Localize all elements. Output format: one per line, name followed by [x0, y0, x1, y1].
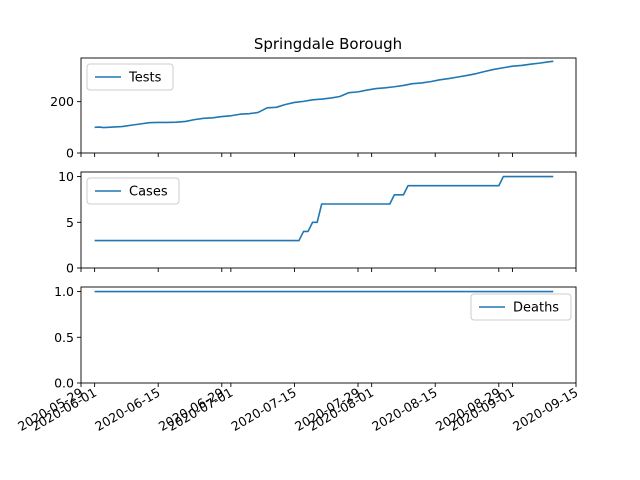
y-tick-label-deaths-2: 1.0: [54, 284, 74, 299]
legend-box-deaths: [470, 293, 572, 321]
y-tick-label-deaths-0: 0.0: [54, 376, 74, 391]
panels: 0 200 Tests 0 5 10 Cases 0.0 0.5 1.0 Deaths: [50, 57, 577, 391]
legend-cases: Cases: [86, 177, 180, 205]
panel-tests: 0 200 Tests: [50, 57, 577, 161]
y-tick-label-tests-0: 0: [66, 146, 74, 161]
legend-box-tests: [86, 63, 174, 91]
axes-frame-tests: [80, 57, 577, 154]
legend-deaths: Deaths: [470, 293, 572, 321]
legend-label-cases: Cases: [129, 185, 168, 200]
panel-deaths: 0.0 0.5 1.0 Deaths: [54, 284, 577, 391]
legend-label-deaths: Deaths: [513, 301, 559, 316]
y-tick-label-cases-0: 0: [66, 261, 74, 276]
y-tick-label-tests-1: 200: [50, 94, 74, 109]
series-line-tests: [94, 60, 554, 129]
panel-cases: 0 5 10 Cases: [58, 169, 577, 276]
series-line-cases: [94, 175, 554, 242]
y-tick-label-cases-2: 10: [58, 169, 74, 184]
y-tick-label-cases-1: 5: [66, 215, 74, 230]
y-tick-label-deaths-1: 0.5: [54, 330, 74, 345]
chart-title: Springdale Borough: [254, 35, 402, 53]
axes-frame-deaths: [80, 286, 577, 384]
axes-frame-cases: [80, 171, 577, 269]
legend-box-cases: [86, 177, 180, 205]
legend-label-tests: Tests: [128, 71, 162, 86]
legend-tests: Tests: [86, 63, 174, 91]
